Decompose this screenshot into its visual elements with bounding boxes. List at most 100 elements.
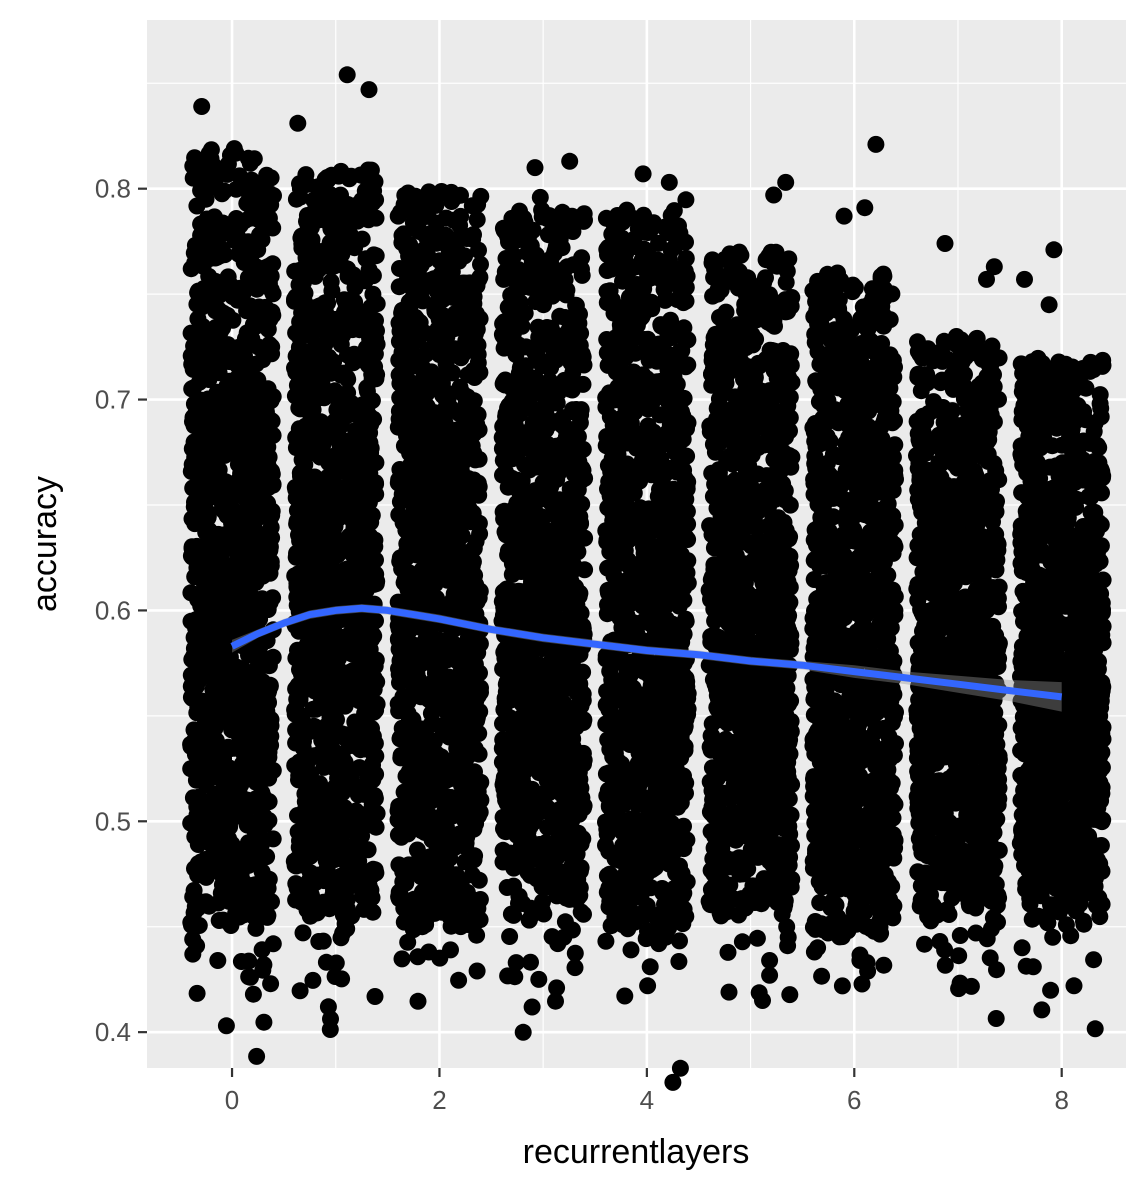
data-point bbox=[359, 770, 376, 787]
data-point bbox=[495, 584, 512, 601]
data-point bbox=[530, 377, 547, 394]
data-point-outlier bbox=[209, 952, 226, 969]
data-point bbox=[391, 333, 408, 350]
data-point bbox=[239, 551, 256, 568]
data-point bbox=[312, 745, 329, 762]
data-point bbox=[190, 836, 207, 853]
data-point-outlier bbox=[262, 975, 279, 992]
data-point bbox=[546, 714, 563, 731]
data-point bbox=[368, 819, 385, 836]
data-point bbox=[199, 211, 216, 228]
data-point bbox=[295, 924, 312, 941]
data-point bbox=[354, 693, 371, 710]
data-point bbox=[458, 571, 475, 588]
data-point bbox=[522, 647, 539, 664]
data-point bbox=[205, 658, 222, 675]
data-point bbox=[457, 548, 474, 565]
data-point bbox=[457, 774, 474, 791]
data-point bbox=[564, 401, 581, 418]
data-point bbox=[438, 446, 455, 463]
data-point bbox=[472, 774, 489, 791]
data-point bbox=[420, 944, 437, 961]
data-point bbox=[228, 766, 245, 783]
data-point bbox=[358, 535, 375, 552]
data-point bbox=[471, 525, 488, 542]
data-point bbox=[507, 799, 524, 816]
data-point bbox=[390, 506, 407, 523]
data-point bbox=[339, 369, 356, 386]
data-point bbox=[185, 648, 202, 665]
data-point bbox=[197, 185, 214, 202]
data-point bbox=[192, 747, 209, 764]
data-point bbox=[442, 309, 459, 326]
data-point bbox=[499, 758, 516, 775]
data-point bbox=[295, 733, 312, 750]
data-point bbox=[472, 804, 489, 821]
data-point bbox=[288, 579, 305, 596]
data-point bbox=[367, 312, 384, 329]
data-point bbox=[563, 858, 580, 875]
data-point bbox=[511, 888, 528, 905]
data-point bbox=[247, 381, 264, 398]
data-point bbox=[427, 756, 444, 773]
data-point bbox=[201, 765, 218, 782]
data-point bbox=[317, 304, 334, 321]
data-point bbox=[496, 602, 513, 619]
data-point bbox=[336, 675, 353, 692]
data-point bbox=[472, 684, 489, 701]
data-point bbox=[510, 337, 527, 354]
data-point bbox=[194, 427, 211, 444]
data-point bbox=[343, 767, 360, 784]
data-point bbox=[300, 508, 317, 525]
data-point bbox=[249, 751, 266, 768]
data-point bbox=[236, 347, 253, 364]
data-point bbox=[575, 799, 592, 816]
data-point bbox=[402, 278, 419, 295]
data-point bbox=[345, 268, 362, 285]
data-point bbox=[409, 215, 426, 232]
data-point bbox=[460, 366, 477, 383]
data-point bbox=[471, 589, 488, 606]
data-point bbox=[463, 743, 480, 760]
data-point bbox=[399, 934, 416, 951]
data-point bbox=[456, 419, 473, 436]
data-point bbox=[450, 972, 467, 989]
data-point bbox=[417, 726, 434, 743]
data-point bbox=[326, 450, 343, 467]
data-point bbox=[257, 503, 274, 520]
data-point bbox=[358, 399, 375, 416]
data-point bbox=[439, 690, 456, 707]
data-point bbox=[445, 590, 462, 607]
data-point bbox=[215, 571, 232, 588]
data-point bbox=[291, 175, 308, 192]
data-point bbox=[394, 465, 411, 482]
data-point bbox=[352, 167, 369, 184]
data-point bbox=[521, 912, 538, 929]
data-point bbox=[186, 904, 203, 921]
data-point bbox=[517, 357, 534, 374]
data-point bbox=[472, 635, 489, 652]
data-point bbox=[255, 1014, 272, 1031]
data-point bbox=[503, 376, 520, 393]
data-point bbox=[364, 889, 381, 906]
data-point bbox=[396, 486, 413, 503]
data-point bbox=[309, 340, 326, 357]
data-point bbox=[554, 456, 571, 473]
data-point bbox=[358, 379, 375, 396]
data-point bbox=[404, 396, 421, 413]
data-point bbox=[218, 491, 235, 508]
data-point bbox=[325, 824, 342, 841]
data-point bbox=[265, 187, 282, 204]
data-point bbox=[260, 682, 277, 699]
data-point bbox=[400, 856, 417, 873]
data-point bbox=[563, 529, 580, 546]
data-point bbox=[362, 650, 379, 667]
data-point bbox=[202, 613, 219, 630]
data-point bbox=[547, 661, 564, 678]
data-point bbox=[311, 571, 328, 588]
data-point bbox=[532, 189, 549, 206]
data-point bbox=[417, 487, 434, 504]
data-point bbox=[328, 955, 345, 972]
data-point bbox=[183, 689, 200, 706]
